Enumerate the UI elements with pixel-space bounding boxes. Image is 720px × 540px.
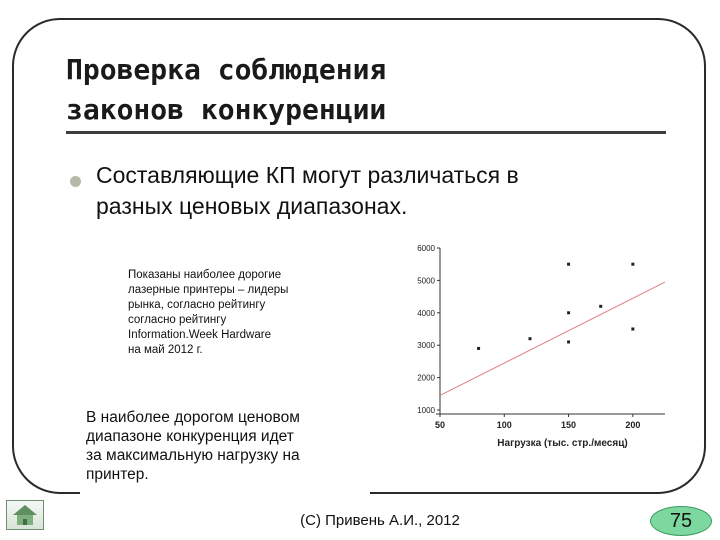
note-line-5: Information.Week Hardware [128,329,271,341]
title-line-2: законов конкуренции [66,93,387,126]
conclusion-box: В наиболее дорогом ценовом диапазоне кон… [80,404,370,496]
data-point [631,262,635,266]
page-number-badge: 75 [650,506,712,536]
x-axis-label: Нагрузка (тыс. стр./месяц) [497,438,627,449]
x-tick-label: 50 [435,420,445,430]
bullet-dot [70,176,81,187]
slide-title: Проверка соблюдения законов конкуренции [66,50,666,130]
note-line-3: рынка, согласно рейтингу [128,299,266,311]
x-tick-label: 200 [625,420,640,430]
note-line-4: согласно рейтингу [128,314,227,326]
title-divider [66,131,666,134]
data-point [631,327,635,331]
scatter-chart: 1000 2000 3000 4000 5000 6000 50 100 150 200 Нагру… [417,244,666,449]
callout-line-1: В наиболее дорогом ценовом [86,409,300,426]
data-point [567,311,571,315]
y-tick-label: 6000 [417,244,435,253]
trend-line [439,281,666,396]
note-line-1: Показаны наиболее дорогие [128,269,282,281]
y-tick-label: 3000 [417,341,435,350]
y-tick-label: 4000 [417,309,435,318]
data-point [599,304,603,308]
chart-note: Показаны наиболее дорогие лазерные принт… [128,268,338,358]
y-tick-label: 5000 [417,276,435,285]
callout-line-2: диапазоне конкуренция идет [86,428,294,445]
footer-copyright: (С) Привень А.И., 2012 [300,512,460,529]
data-point [567,340,571,344]
y-tick-label: 2000 [417,374,435,383]
bullet-line-1: Составляющие КП могут различаться в [96,162,519,188]
title-line-1: Проверка соблюдения [66,53,387,86]
x-tick-label: 150 [561,420,576,430]
note-line-2: лазерные принтеры – лидеры [128,284,289,296]
data-point [567,262,571,266]
callout-line-3: за максимальную нагрузку на [86,447,300,464]
x-tick-label: 100 [497,420,512,430]
data-point [528,337,532,341]
bullet-line-2: разных ценовых диапазонах. [96,193,408,219]
y-tick-label: 1000 [417,406,435,415]
bullet-text: Составляющие КП могут различаться в разн… [96,160,656,222]
home-button[interactable] [6,500,44,530]
data-point [477,346,481,350]
note-line-6: на май 2012 г. [128,344,203,356]
home-icon [13,505,37,525]
callout-line-4: принтер. [86,466,149,483]
